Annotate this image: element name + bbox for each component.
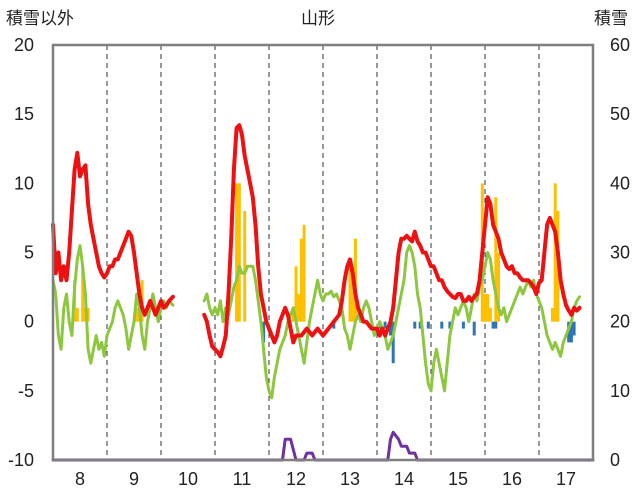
bar-orange — [348, 266, 352, 322]
bar-blue — [569, 321, 573, 343]
bar-blue — [262, 321, 266, 343]
bar-orange — [486, 294, 490, 322]
series-line-red — [202, 123, 582, 359]
bar-orange — [551, 307, 554, 322]
bar-blue — [383, 321, 387, 329]
bar-blue — [572, 321, 576, 336]
y-right-tick-label: 20 — [610, 312, 630, 332]
series-line-green — [51, 244, 175, 365]
y-right-tick-label: 30 — [610, 243, 630, 263]
bar-orange — [483, 294, 487, 322]
x-tick-label: 17 — [556, 469, 576, 489]
bar-orange — [75, 307, 79, 322]
bar-orange — [86, 307, 90, 322]
bar-blue — [413, 321, 417, 329]
x-tick-label: 16 — [502, 469, 522, 489]
line-group — [51, 123, 595, 462]
bar-blue — [448, 321, 452, 329]
y-left-tick-label: 10 — [14, 173, 34, 193]
bar-orange — [497, 252, 500, 322]
bar-blue — [332, 321, 336, 329]
x-tick-label: 13 — [340, 469, 360, 489]
y-left-tick-label: -5 — [18, 381, 34, 401]
x-tick-label: 8 — [75, 469, 85, 489]
chart-title: 山形 — [301, 9, 335, 29]
y-right-tick-label: 50 — [610, 104, 630, 124]
bar-orange — [243, 211, 247, 322]
bar-blue — [391, 321, 395, 364]
right-axis-label: 積雪 — [594, 9, 628, 29]
bar-orange — [135, 307, 139, 322]
bar-blue — [461, 321, 465, 329]
bar-orange — [302, 224, 306, 322]
x-tick-label: 10 — [178, 469, 198, 489]
bar-orange — [81, 266, 85, 322]
bar-orange — [494, 197, 498, 322]
bar-orange — [553, 183, 557, 322]
y-left-tick-label: -10 — [8, 450, 34, 470]
x-tick-label: 9 — [129, 469, 139, 489]
y-left-tick-label: 5 — [24, 243, 34, 263]
grid-lines — [106, 45, 540, 460]
y-right-tick-label: 60 — [610, 35, 630, 55]
bar-blue — [491, 321, 495, 329]
y-left-tick-label: 15 — [14, 104, 34, 124]
y-right-tick-label: 10 — [610, 381, 630, 401]
bar-orange — [294, 266, 298, 322]
x-tick-label: 14 — [394, 469, 414, 489]
plot-frame — [51, 43, 595, 462]
bar-orange — [299, 238, 303, 322]
x-tick-label: 15 — [448, 469, 468, 489]
x-tick-label: 11 — [233, 469, 252, 489]
x-tick-label: 12 — [286, 469, 306, 489]
series-line-red — [51, 150, 175, 317]
y-left-tick-label: 20 — [14, 35, 34, 55]
y-right-tick-label: 40 — [610, 173, 630, 193]
left-axis-label: 積雪以外 — [6, 9, 74, 29]
bar-orange — [351, 266, 355, 322]
bar-orange — [488, 307, 492, 322]
bar-orange — [237, 183, 241, 322]
series-line-green — [202, 244, 581, 400]
y-right-tick-label: 0 — [610, 450, 620, 470]
bar-blue — [440, 321, 444, 329]
bar-orange — [235, 183, 239, 322]
bar-blue — [426, 321, 430, 329]
bar-blue — [389, 321, 392, 336]
bar-blue — [472, 321, 476, 336]
bar-orange — [297, 294, 301, 322]
bar-blue — [418, 321, 422, 329]
y-left-tick-label: 0 — [24, 312, 34, 332]
bar-blue — [494, 321, 498, 329]
